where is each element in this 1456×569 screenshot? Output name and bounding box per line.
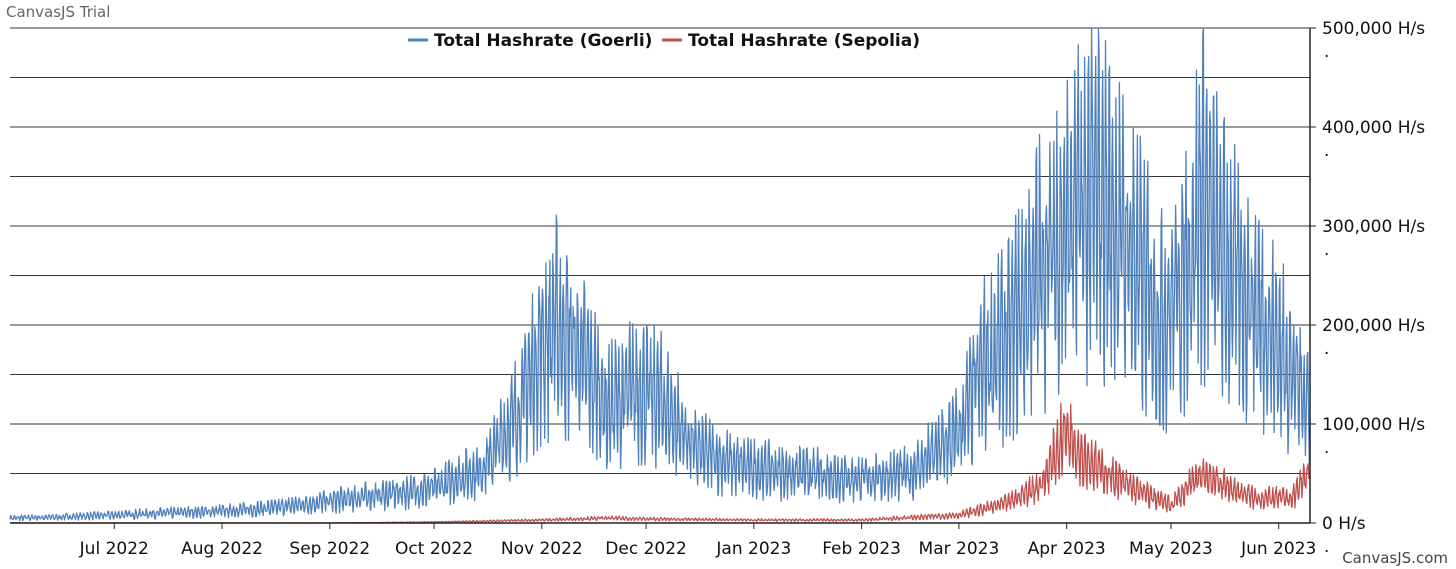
y-tick-label: 0 H/s bbox=[1322, 514, 1366, 534]
canvasjs-credit-link[interactable]: CanvasJS.com bbox=[1342, 549, 1448, 567]
x-tick-label: Dec 2022 bbox=[605, 539, 687, 559]
series-line-goerli bbox=[9, 27, 1311, 522]
x-tick-label: Nov 2022 bbox=[501, 539, 583, 559]
x-tick-label: Apr 2023 bbox=[1028, 539, 1106, 559]
y-tick-label: 200,000 H/s bbox=[1322, 316, 1425, 336]
x-tick-label: Feb 2023 bbox=[822, 539, 901, 559]
x-tick-label: Jul 2022 bbox=[79, 539, 149, 559]
legend-entry-label: Total Hashrate (Goerli) bbox=[434, 31, 652, 51]
y-tick-label: 300,000 H/s bbox=[1322, 217, 1425, 237]
y-tick-label: 500,000 H/s bbox=[1322, 19, 1425, 39]
y-tick-label: 400,000 H/s bbox=[1322, 118, 1425, 138]
gridlines bbox=[10, 27, 1310, 524]
x-tick-label: Mar 2023 bbox=[919, 539, 1000, 559]
x-tick-label: Jun 2023 bbox=[1240, 539, 1316, 559]
y-tick-suffix: . bbox=[1324, 240, 1329, 260]
y-tick-suffix: . bbox=[1324, 141, 1329, 161]
y-tick-suffix: . bbox=[1324, 438, 1329, 458]
x-tick-label: Sep 2022 bbox=[289, 539, 370, 559]
legend[interactable]: Total Hashrate (Goerli) Total Hashrate (S… bbox=[408, 31, 920, 51]
y-axis-ticks: 0 H/s. 100,000 H/s. 200,000 H/s. 300,000 H/… bbox=[1310, 19, 1425, 557]
y-tick-suffix: . bbox=[1324, 42, 1329, 62]
x-tick-label: Aug 2022 bbox=[181, 539, 263, 559]
y-tick-label: 100,000 H/s bbox=[1322, 415, 1425, 435]
x-tick-label: Jan 2023 bbox=[715, 539, 791, 559]
x-tick-label: Oct 2022 bbox=[395, 539, 473, 559]
legend-entry-label: Total Hashrate (Sepolia) bbox=[688, 31, 920, 51]
x-axis-ticks: Jul 2022 Aug 2022 Sep 2022 Oct 2022 Nov 2022… bbox=[79, 523, 1316, 559]
y-tick-suffix: . bbox=[1324, 339, 1329, 359]
x-tick-label: May 2023 bbox=[1129, 539, 1213, 559]
trial-watermark: CanvasJS Trial bbox=[6, 3, 110, 21]
y-tick-suffix: . bbox=[1324, 537, 1329, 557]
